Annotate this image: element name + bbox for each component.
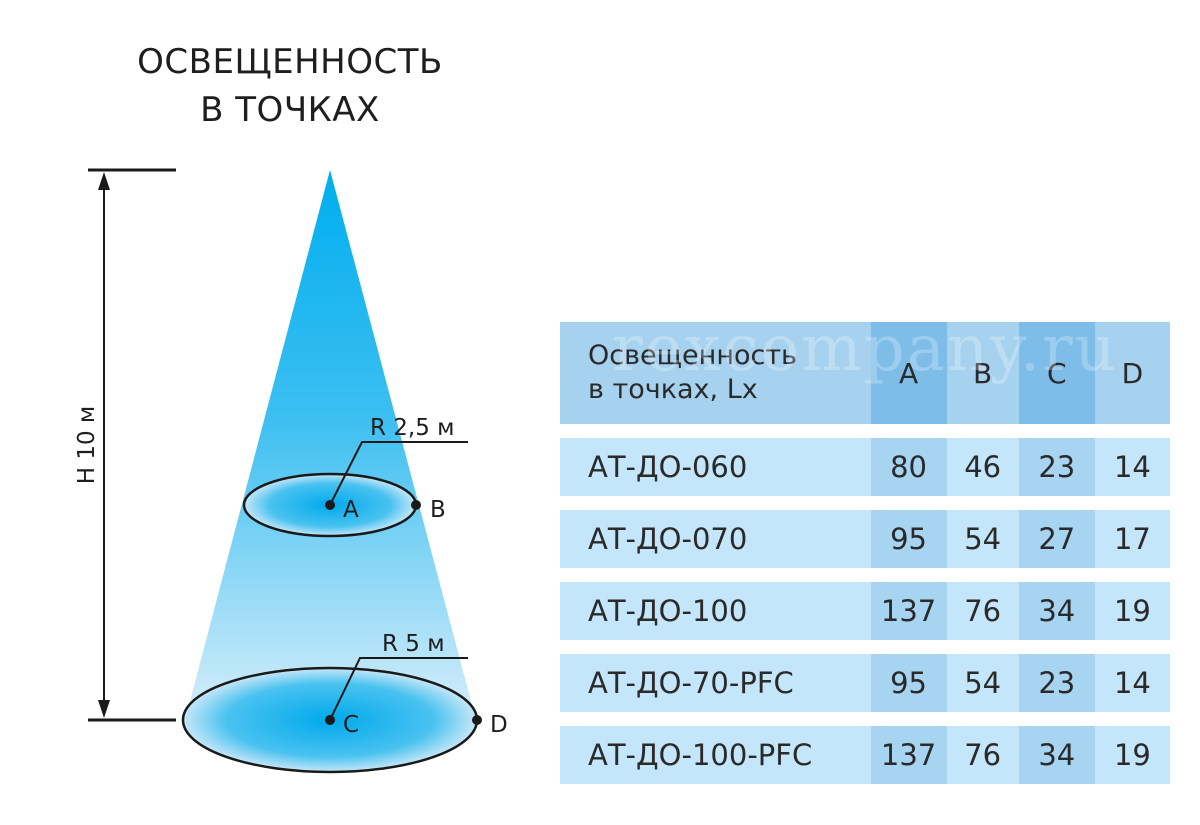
table-header-row: Освещенность в точках, Lx A B C D xyxy=(560,322,1170,424)
header-col-c: C xyxy=(1018,322,1095,424)
value-cell-a: 95 xyxy=(870,510,947,568)
header-col-d: D xyxy=(1094,322,1170,424)
model-cell: АТ-ДО-060 xyxy=(560,438,871,496)
value-cell-d: 14 xyxy=(1094,438,1170,496)
table-row: АТ-ДО-070 95 54 27 17 xyxy=(560,510,1170,568)
value-cell-d: 19 xyxy=(1094,726,1170,784)
point-b-label: B xyxy=(430,497,446,523)
header-col-a: A xyxy=(870,322,947,424)
model-cell: АТ-ДО-100-PFC xyxy=(560,726,871,784)
value-cell-b: 46 xyxy=(946,438,1019,496)
point-d-label: D xyxy=(490,712,508,738)
value-cell-b: 76 xyxy=(946,582,1019,640)
value-cell-b: 54 xyxy=(946,654,1019,712)
table-row: АТ-ДО-100-PFC 137 76 34 19 xyxy=(560,726,1170,784)
point-c-label: C xyxy=(343,712,359,738)
header-label-line-2: в точках, Lx xyxy=(588,374,758,405)
value-cell-c: 23 xyxy=(1018,438,1095,496)
point-b-marker xyxy=(411,500,421,510)
point-a-label: A xyxy=(343,497,359,523)
header-col-b: B xyxy=(946,322,1019,424)
table-row: АТ-ДО-100 137 76 34 19 xyxy=(560,582,1170,640)
model-cell: АТ-ДО-100 xyxy=(560,582,871,640)
value-cell-c: 27 xyxy=(1018,510,1095,568)
illuminance-table: Освещенность в точках, Lx A B C D АТ-ДО-… xyxy=(560,308,1170,798)
lower-radius-label: R 5 м xyxy=(382,631,445,657)
page-title: ОСВЕЩЕННОСТЬ В ТОЧКАХ xyxy=(120,38,460,134)
value-cell-d: 17 xyxy=(1094,510,1170,568)
point-c-marker xyxy=(325,715,335,725)
model-cell: АТ-ДО-70-PFC xyxy=(560,654,871,712)
value-cell-b: 54 xyxy=(946,510,1019,568)
value-cell-a: 80 xyxy=(870,438,947,496)
value-cell-b: 76 xyxy=(946,726,1019,784)
upper-radius-label: R 2,5 м xyxy=(370,415,455,441)
title-line-2: В ТОЧКАХ xyxy=(200,90,380,130)
value-cell-a: 137 xyxy=(870,726,947,784)
value-cell-d: 19 xyxy=(1094,582,1170,640)
table-row: АТ-ДО-060 80 46 23 14 xyxy=(560,438,1170,496)
upper-radius-leader xyxy=(329,441,468,506)
table-row: АТ-ДО-70-PFC 95 54 23 14 xyxy=(560,654,1170,712)
value-cell-a: 95 xyxy=(870,654,947,712)
header-label: Освещенность в точках, Lx xyxy=(560,322,871,424)
lower-radius-leader xyxy=(329,657,468,721)
value-cell-c: 34 xyxy=(1018,582,1095,640)
title-line-1: ОСВЕЩЕННОСТЬ xyxy=(137,42,443,82)
value-cell-d: 14 xyxy=(1094,654,1170,712)
value-cell-c: 23 xyxy=(1018,654,1095,712)
header-label-line-1: Освещенность xyxy=(588,340,797,371)
model-cell: АТ-ДО-070 xyxy=(560,510,871,568)
point-d-marker xyxy=(472,715,482,725)
value-cell-a: 137 xyxy=(870,582,947,640)
height-label: H 10 м xyxy=(74,406,100,485)
value-cell-c: 34 xyxy=(1018,726,1095,784)
light-cone xyxy=(185,170,476,720)
point-a-marker xyxy=(325,500,335,510)
height-dimension xyxy=(88,168,176,722)
